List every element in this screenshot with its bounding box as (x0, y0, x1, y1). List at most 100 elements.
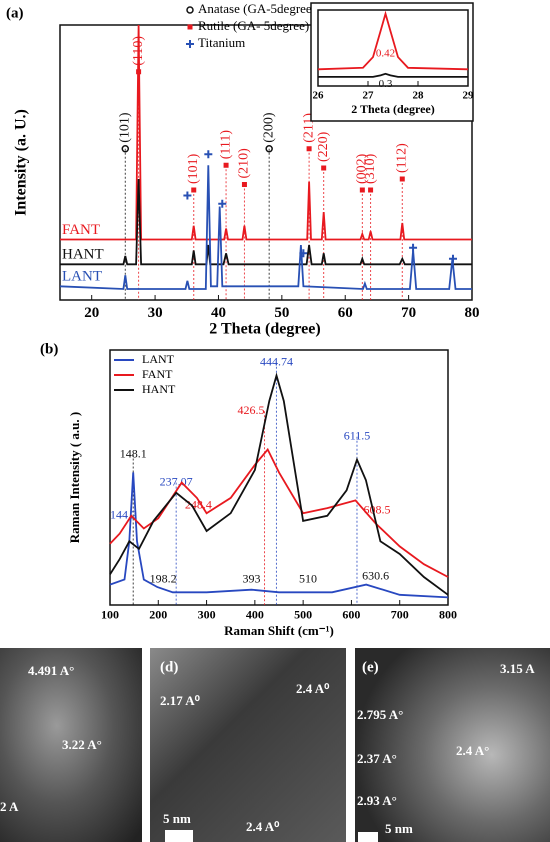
series-line (60, 24, 472, 241)
anatase-marker (121, 145, 130, 153)
peak-label: 237.07 (160, 474, 193, 488)
spacing-label: 2.4 A⁰ (246, 819, 280, 834)
spacing-label: 3.22 A° (62, 737, 102, 752)
legend-label: Anatase (GA-5degree) (198, 1, 316, 16)
legend-label: FANT (142, 367, 173, 381)
tem-images: 4.491 A° 3.22 A° 2 A (d) 2.17 A⁰ 2.4 A⁰ … (0, 648, 550, 842)
spacing-label: 2.795 A° (357, 707, 403, 722)
peak-label: 198.2 (150, 571, 177, 585)
peak-label: (310) (363, 153, 378, 184)
x-tick-label: 100 (101, 608, 119, 622)
rutile-marker (359, 187, 365, 193)
series-line (109, 372, 449, 596)
peak-label: (101) (186, 153, 201, 184)
tem-image (0, 648, 142, 842)
panel-label: (e) (362, 659, 379, 675)
scale-label: 5 nm (163, 811, 191, 826)
x-axis-label: 2 Theta (degree) (209, 321, 320, 338)
series-label: LANT (62, 269, 102, 285)
peak-label: 426.5 (238, 403, 265, 417)
series-line (317, 10, 469, 71)
rutile-marker (187, 24, 193, 30)
panel-label: (a) (6, 5, 24, 21)
peak-label: 611.5 (344, 428, 371, 442)
plot-frame (59, 24, 473, 301)
spacing-label: 2.17 A⁰ (160, 693, 201, 708)
rutile-marker (223, 162, 229, 168)
x-tick-label: 80 (465, 305, 480, 321)
peak-label: 608.5 (364, 502, 391, 516)
rutile-marker (191, 187, 197, 193)
x-tick-label: 800 (439, 608, 457, 622)
titanium-marker (218, 199, 227, 208)
x-axis-label: Raman Shift (cm⁻¹) (224, 623, 334, 638)
series-label: HANT (62, 247, 104, 263)
series-label: FANT (62, 222, 100, 238)
peak-label: (210) (237, 148, 252, 179)
spacing-label: 3.15 A (500, 661, 535, 676)
legend-label: Titanium (198, 35, 245, 50)
x-tick-label: 29 (463, 89, 475, 101)
peak-label: (112) (394, 143, 409, 173)
x-tick-label: 28 (413, 89, 425, 101)
legend-label: LANT (142, 352, 175, 366)
peak-label: 444.74 (260, 355, 293, 369)
rutile-marker (241, 182, 247, 187)
peak-label: (002) (355, 153, 370, 184)
x-tick-label: 20 (84, 305, 99, 321)
x-tick-label: 50 (274, 305, 289, 321)
legend-label: Rutile (GA- 5degree) (198, 18, 309, 33)
x-tick-label: 27 (363, 89, 375, 101)
rutile-marker (368, 187, 374, 193)
panel-label: (d) (160, 659, 178, 675)
titanium-marker (204, 150, 213, 159)
tem-image (355, 648, 550, 842)
x-tick-label: 70 (401, 305, 416, 321)
plot-frame (109, 349, 449, 606)
series-line (318, 72, 468, 78)
x-tick-label: 26 (313, 89, 325, 101)
spacing-label: 2.37 A° (357, 751, 397, 766)
y-axis-label: Raman Intensity ( a.u. ) (67, 412, 82, 543)
peak-label: (220) (316, 131, 331, 162)
x-tick-label: 40 (211, 305, 226, 321)
x-tick-label: 700 (391, 608, 409, 622)
peak-label: 510 (299, 571, 317, 585)
peak-label: (111) (218, 130, 233, 160)
peak-label: 148.1 (120, 446, 147, 460)
anatase-marker (186, 6, 194, 14)
x-axis-label: 2 Theta (degree) (351, 102, 435, 116)
peak-label: 630.6 (362, 569, 389, 583)
peak-label: 0.3 (379, 78, 393, 90)
peak-label: 0.42 (376, 48, 395, 60)
series-line (109, 472, 449, 599)
peak-label: (200) (261, 112, 276, 143)
plot-frame (317, 9, 469, 87)
y-axis-label: Intensity (a. U.) (13, 109, 30, 216)
x-tick-label: 60 (338, 305, 353, 321)
x-tick-label: 400 (246, 608, 264, 622)
rutile-marker (306, 146, 312, 152)
scale-label: 5 nm (385, 821, 413, 836)
spacing-label: 2.4 A° (456, 743, 489, 758)
scale-bar (165, 830, 193, 842)
spacing-label: 2 A (0, 799, 19, 814)
titanium-marker (186, 40, 194, 48)
peak-label: 248.4 (185, 497, 212, 511)
peak-label: (101) (118, 112, 133, 143)
peak-label: 144.2 (110, 508, 137, 522)
scale-bar (358, 832, 378, 842)
peak-label: 393 (242, 571, 260, 585)
anatase-marker (265, 145, 273, 153)
rutile-marker (321, 165, 327, 171)
x-tick-label: 300 (198, 608, 216, 622)
x-tick-label: 200 (149, 608, 167, 622)
titanium-marker (409, 243, 418, 252)
x-tick-label: 600 (342, 608, 360, 622)
legend-label: HANT (142, 382, 176, 396)
tem-image (150, 648, 346, 842)
series-line (59, 165, 472, 290)
spacing-label: 4.491 A° (28, 663, 74, 678)
